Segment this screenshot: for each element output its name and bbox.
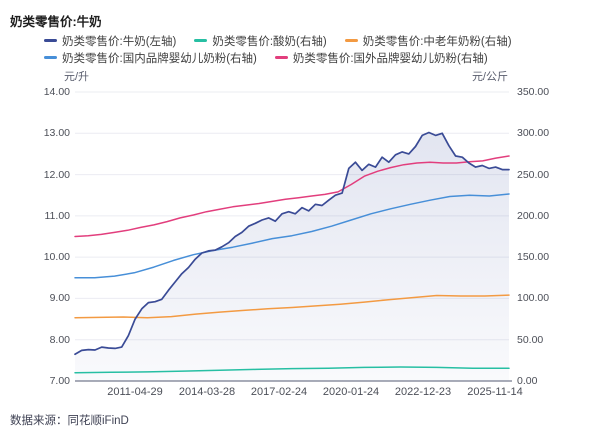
legend-label: 奶类零售价:牛奶(左轴)	[62, 35, 177, 48]
left-axis-tick-label: 12.00	[43, 168, 70, 181]
legend-item-2[interactable]: 奶类零售价:中老年奶粉(右轴)	[344, 33, 512, 49]
series-line-2	[74, 294, 510, 319]
left-axis-tick-label: 13.00	[43, 127, 70, 140]
legend-row: 奶类零售价:国内品牌婴幼儿奶粉(右轴) 奶类零售价:国外品牌婴幼儿奶粉(右轴)	[44, 49, 544, 66]
legend-item-4[interactable]: 奶类零售价:国外品牌婴幼儿奶粉(右轴)	[274, 50, 488, 66]
left-axis-tick-label: 9.00	[49, 292, 70, 305]
right-axis-tick-label: 200.00	[517, 209, 550, 222]
right-axis-tick-label: 100.00	[517, 292, 550, 305]
left-axis-tick-label: 7.00	[49, 375, 70, 387]
chart-title: 奶类零售价:牛奶	[10, 15, 102, 29]
legend-row: 奶类零售价:牛奶(左轴) 奶类零售价:酸奶(右轴) 奶类零售价:中老年奶粉(右轴)	[44, 32, 544, 49]
series-area-0	[75, 132, 509, 381]
x-axis-tick-label: 2017-02-24	[250, 386, 308, 398]
left-axis-tick-label: 11.00	[44, 209, 71, 222]
legend-marker	[44, 39, 57, 42]
legend-marker	[44, 56, 57, 59]
x-axis-tick-label: 2022-12-23	[394, 386, 452, 398]
x-axis-tick-label: 2014-03-28	[178, 386, 236, 398]
x-axis-tick-label: 2011-04-29	[107, 386, 163, 398]
series-line-3	[74, 193, 510, 279]
legend-label: 奶类零售价:酸奶(右轴)	[212, 35, 327, 48]
right-axis-tick-label: 250.00	[517, 168, 550, 181]
legend-marker	[274, 56, 288, 59]
legend-marker	[344, 39, 358, 42]
right-axis-tick-label: 350.00	[517, 86, 550, 98]
series-line-1	[74, 366, 510, 374]
legend-item-1[interactable]: 奶类零售价:酸奶(右轴)	[194, 33, 327, 49]
legend-label: 奶类零售价:国外品牌婴幼儿奶粉(右轴)	[292, 52, 488, 65]
data-source-note: 数据来源：同花顺iFinD	[10, 415, 129, 427]
right-axis-tick-label: 50.00	[517, 333, 544, 346]
legend-item-3[interactable]: 奶类零售价:国内品牌婴幼儿奶粉(右轴)	[44, 50, 257, 66]
left-axis-tick-label: 8.00	[49, 333, 70, 346]
left-axis-tick-label: 14.00	[43, 86, 70, 98]
legend-item-0[interactable]: 奶类零售价:牛奶(左轴)	[44, 33, 176, 49]
left-axis-tick-label: 10.00	[43, 251, 70, 264]
x-axis-tick-label: 2020-01-24	[322, 386, 380, 398]
right-axis-tick-label: 300.00	[517, 127, 550, 140]
legend-label: 奶类零售价:国内品牌婴幼儿奶粉(右轴)	[62, 52, 257, 65]
series-line-4	[74, 155, 510, 238]
legend: 奶类零售价:牛奶(左轴) 奶类零售价:酸奶(右轴) 奶类零售价:中老年奶粉(右轴) 奶…	[44, 32, 544, 66]
right-axis-tick-label: 0.00	[517, 375, 538, 387]
legend-label: 奶类零售价:中老年奶粉(右轴)	[362, 35, 512, 48]
x-axis-tick-label: 2025-11-14	[467, 386, 523, 398]
right-axis-unit-label: 元/公斤	[471, 71, 508, 83]
left-axis-unit-label: 元/升	[64, 71, 90, 83]
right-axis-tick-label: 150.00	[517, 251, 550, 264]
series-line-0	[74, 131, 510, 356]
legend-marker	[194, 39, 208, 42]
